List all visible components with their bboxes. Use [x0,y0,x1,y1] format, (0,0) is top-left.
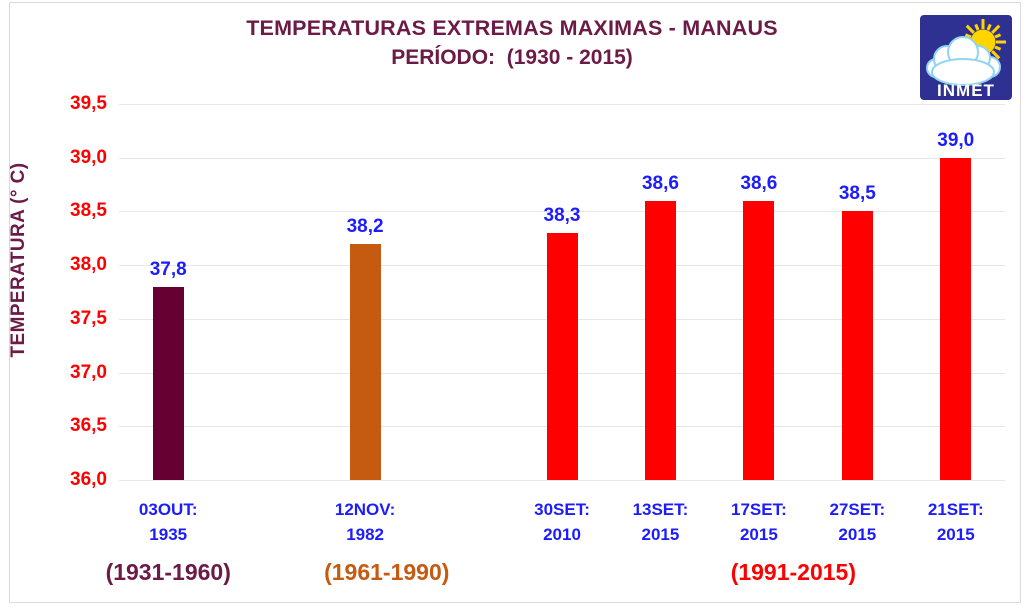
gridline [119,104,1005,105]
gridline [119,480,1005,481]
y-tick-label: 36,0 [70,469,107,490]
x-tick-label: 27SET: 2015 [802,497,912,547]
gridline [119,157,1005,159]
x-tick-label: 21SET: 2015 [901,497,1011,547]
inmet-logo: INMET [920,15,1012,100]
chart-subtitle: PERÍODO: (1930 - 2015) [391,46,633,69]
x-tick-date: 13SET: [632,500,689,519]
x-tick-date: 27SET: [829,500,886,519]
bar [546,232,578,480]
period-group-label: (1931-1960) [105,559,231,585]
chart-title: TEMPERATURAS EXTREMAS MAXIMAS - MANAUS [246,16,778,40]
sun-ray [994,33,1002,39]
x-tick-year: 2015 [936,525,975,544]
x-tick-year: 2010 [543,525,581,544]
period-group-label: (1961-1990) [324,559,450,585]
bar-value-label: 38,6 [740,172,778,194]
cloud-icon [926,36,1001,86]
bar-value-label: 38,3 [543,204,581,226]
bar [644,200,676,480]
plot-area: 39,5 39,0 38,5 38,0 37,5 37,0 36,5 36,0 37,8 03OU… [70,93,1005,585]
x-tick-date: 21SET: [927,500,984,519]
bar-value-label: 38,6 [641,172,679,194]
x-tick-date: 03OUT: [138,500,198,519]
bar-value-label: 38,5 [838,183,876,205]
y-tick-label: 38,0 [70,254,107,276]
x-tick-date: 17SET: [731,500,787,519]
bar [841,211,873,480]
bar-value-label: 37,8 [149,258,187,280]
x-tick-date: 30SET: [534,500,590,519]
sun-ray [994,45,1002,51]
y-tick-label: 38,5 [70,200,107,222]
y-tick-label: 36,5 [70,415,107,437]
logo-text: INMET [937,81,995,100]
sun-ray [964,33,972,39]
sun-ray [991,24,1001,34]
x-tick-date: 12NOV: [334,500,396,519]
bar [349,243,381,480]
x-tick-year: 2015 [739,525,778,544]
bar-value-label: 38,2 [346,215,384,237]
period-group-label: (1991-2015) [730,559,856,585]
y-tick-label: 37,5 [70,307,107,329]
sun-ray [986,23,992,31]
x-tick-label: 30SET: 2010 [507,497,617,547]
title-block: TEMPERATURAS EXTREMAS MAXIMAS - MANAUS P… [0,13,1024,73]
sun-ray [991,50,1001,60]
bar-value-label: 39,0 [937,129,975,151]
bar [152,286,184,480]
x-tick-label: 03OUT: 1935 [113,497,223,547]
y-tick-label: 37,0 [70,361,107,383]
x-tick-year: 1982 [346,525,385,544]
x-tick-label: 17SET: 2015 [704,497,814,547]
y-tick-label: 39,5 [70,93,107,114]
sun-ray [965,24,975,34]
bar [743,200,775,480]
x-tick-year: 1935 [149,525,188,544]
x-tick-year: 2015 [641,525,680,544]
sun-ray [974,23,980,31]
x-tick-label: 13SET: 2015 [605,497,715,547]
y-tick-label: 39,0 [70,146,107,168]
bar [940,157,972,480]
x-tick-year: 2015 [838,525,877,544]
y-axis-title: TEMPERATURA (° C) [8,162,29,358]
gridline [119,211,1005,213]
x-tick-label: 12NOV: 1982 [310,497,420,547]
